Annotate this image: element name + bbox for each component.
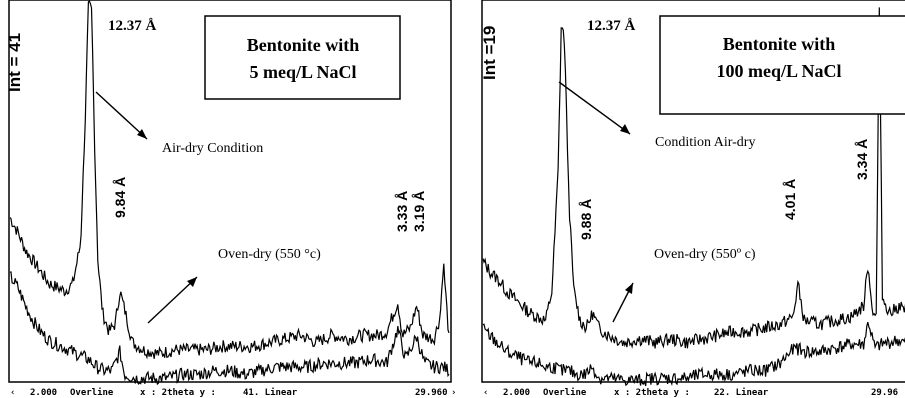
intensity-scale: 41. Linear <box>243 387 298 398</box>
x-axis-start: 2.000 <box>503 388 530 398</box>
series-line-ovendry <box>9 271 450 386</box>
plot-frame <box>8 0 452 383</box>
x-axis-end: 29.960 <box>415 388 448 398</box>
arrowhead <box>625 283 633 294</box>
annotation-arrow <box>95 91 148 140</box>
peak-label: 9.84 Å <box>112 177 128 218</box>
annotation-arrow <box>147 276 198 324</box>
x-axis-start: 2.000 <box>30 388 57 398</box>
xrd-panel-left: Int = 41 12.37 Å 9.84 Å 3.33 Å 3.19 Å Be… <box>5 0 456 398</box>
series-line-ovendry <box>482 321 905 387</box>
intensity-scale: 22. Linear <box>714 387 769 398</box>
axis-status-bar: ‹ 2.000 Overline x : 2theta y : 41. Line… <box>10 387 456 398</box>
axis-status-bar: ‹ 2.000 Overline x : 2theta y : 22. Line… <box>483 387 898 398</box>
annotation-ovendry: Oven-dry (550º c) <box>654 247 756 262</box>
peak-label: 9.88 Å <box>578 199 594 240</box>
annotation-ovendry: Oven-dry (550 °c) <box>218 247 321 262</box>
plot-frame <box>481 0 905 383</box>
xrd-chart-right: Int =19 12.37 Å 9.88 Å 4.01 Å 3.34 Å Ben… <box>480 0 905 398</box>
arrowhead <box>620 124 630 134</box>
series-group <box>9 0 450 386</box>
series-line-airdry <box>482 7 905 349</box>
scan-mode: Overline <box>70 387 114 398</box>
x-axis-end: 29.96 <box>871 388 898 398</box>
title-box <box>659 15 905 115</box>
arrowhead <box>137 129 147 139</box>
peak-label: 4.01 Å <box>782 179 798 220</box>
peak-label: 12.37 Å <box>108 18 157 34</box>
axis-description: x : 2theta y : <box>614 388 690 398</box>
series-line-airdry <box>9 0 450 360</box>
peak-label: 3.34 Å <box>854 139 870 180</box>
axis-description: x : 2theta y : <box>140 388 216 398</box>
peak-label: 3.19 Å <box>411 191 427 232</box>
arrowhead <box>187 277 197 287</box>
scan-mode: Overline <box>543 387 587 398</box>
chart-title-line2: 5 meq/L NaCl <box>249 62 356 82</box>
xrd-panel-right: Int =19 12.37 Å 9.88 Å 4.01 Å 3.34 Å Ben… <box>479 0 905 398</box>
series-group <box>482 7 905 387</box>
chart-title-line1: Bentonite with <box>247 35 360 55</box>
intensity-label: Int =19 <box>480 26 499 80</box>
peak-label: 3.33 Å <box>394 191 410 232</box>
chart-title-line2: 100 meq/L NaCl <box>716 61 841 81</box>
annotation-airdry: Condition Air-dry <box>655 135 755 150</box>
xrd-chart-left: Int = 41 12.37 Å 9.84 Å 3.33 Å 3.19 Å Be… <box>5 0 456 398</box>
title-box <box>204 15 401 100</box>
axis-bracket-right: › <box>451 388 456 398</box>
chart-title-line1: Bentonite with <box>723 34 836 54</box>
intensity-label: Int = 41 <box>5 33 24 92</box>
axis-bracket-left: ‹ <box>483 388 488 398</box>
axis-bracket-left: ‹ <box>10 388 15 398</box>
annotation-arrow <box>558 81 631 135</box>
peak-label: 12.37 Å <box>587 18 636 34</box>
annotation-airdry: Air-dry Condition <box>162 141 263 156</box>
